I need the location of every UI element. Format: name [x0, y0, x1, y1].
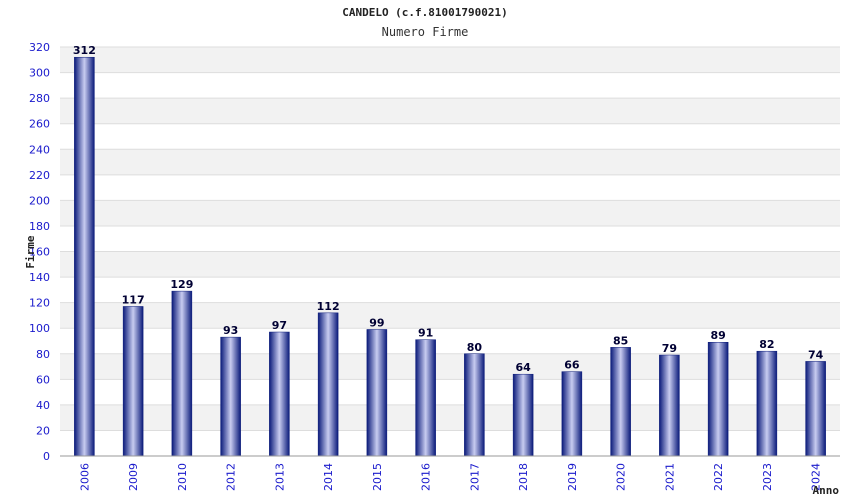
grid-bands — [60, 47, 840, 431]
y-tick-label: 180 — [29, 220, 50, 233]
x-tick-label: 2021 — [663, 463, 676, 491]
bar-2014 — [317, 312, 339, 457]
x-tick-label: 2019 — [566, 463, 579, 491]
data-label-2013: 97 — [272, 319, 287, 332]
x-tick-label: 2017 — [468, 463, 481, 491]
data-label-2014: 112 — [317, 300, 340, 313]
chart-subtitle: Numero Firme — [381, 25, 469, 39]
x-tick-label: 2015 — [371, 463, 384, 491]
data-label-2010: 129 — [170, 278, 193, 291]
data-label-2012: 93 — [223, 324, 238, 337]
data-label-2018: 64 — [515, 361, 531, 374]
data-label-2017: 80 — [467, 341, 483, 354]
bar-2006 — [74, 56, 95, 457]
grid-band — [60, 251, 840, 278]
grid-band — [60, 47, 840, 73]
data-label-2022: 89 — [710, 329, 725, 342]
y-tick-label: 300 — [29, 67, 50, 80]
y-axis-ticks: 0 20 40 60 80 100 120 140 160 180 200 220 240 260 280 3… — [29, 41, 50, 463]
bar-2015 — [366, 329, 388, 457]
data-label-2006: 312 — [73, 44, 96, 57]
y-tick-label: 280 — [29, 92, 50, 105]
y-tick-label: 140 — [29, 271, 50, 284]
y-tick-label: 160 — [29, 246, 50, 259]
data-label-2023: 82 — [759, 338, 774, 351]
data-label-2015: 99 — [369, 316, 384, 329]
bar-2019 — [561, 371, 583, 457]
data-label-2024: 74 — [808, 348, 824, 361]
grid-band — [60, 200, 840, 226]
y-tick-label: 240 — [29, 143, 50, 156]
y-tick-label: 320 — [29, 41, 50, 54]
y-tick-label: 80 — [36, 348, 50, 361]
bar-2017 — [464, 353, 485, 457]
bar-2009 — [122, 306, 144, 457]
y-tick-label: 200 — [29, 194, 50, 207]
data-label-2016: 91 — [418, 327, 433, 340]
chart-title: CANDELO (c.f.81001790021) — [342, 6, 508, 19]
y-tick-label: 100 — [29, 322, 50, 335]
data-label-2021: 79 — [662, 342, 677, 355]
x-tick-label: 2009 — [127, 463, 140, 491]
data-labels: 312 117 129 93 97 112 99 91 80 64 66 85 79 89 82 74 — [73, 44, 824, 374]
data-label-2019: 66 — [564, 359, 580, 372]
bar-2018 — [512, 373, 534, 457]
x-tick-label: 2016 — [420, 463, 433, 491]
bar-2021 — [659, 354, 680, 457]
grid-band — [60, 98, 840, 124]
x-tick-label: 2024 — [810, 463, 823, 491]
y-tick-label: 20 — [36, 424, 50, 437]
x-tick-label: 2013 — [273, 463, 286, 491]
grid-band — [60, 149, 840, 175]
x-tick-label: 2018 — [517, 463, 530, 491]
data-label-2020: 85 — [613, 334, 628, 347]
x-tick-label: 2023 — [761, 463, 774, 491]
x-tick-label: 2012 — [225, 463, 238, 491]
x-tick-label: 2022 — [712, 463, 725, 491]
y-tick-label: 60 — [36, 373, 50, 386]
x-tick-label: 2010 — [176, 463, 189, 491]
bar-2010 — [171, 290, 193, 457]
bar-2012 — [220, 336, 241, 457]
x-axis-ticks: 2006 2009 2010 2012 2013 2014 2015 2016 2017 2018… — [78, 463, 822, 491]
y-axis-label: Firme — [24, 235, 37, 268]
y-tick-label: 260 — [29, 118, 50, 131]
bar-2020 — [610, 347, 631, 457]
y-tick-label: 0 — [43, 450, 50, 463]
y-tick-label: 120 — [29, 297, 50, 310]
bar-2023 — [756, 350, 778, 457]
x-tick-label: 2006 — [78, 463, 91, 491]
bar-2024 — [805, 361, 826, 457]
y-tick-label: 220 — [29, 169, 50, 182]
bar-2022 — [707, 341, 729, 457]
bar-2013 — [269, 331, 290, 457]
y-tick-label: 40 — [36, 399, 50, 412]
x-tick-label: 2020 — [615, 463, 628, 491]
x-tick-label: 2014 — [322, 463, 335, 491]
bar-2016 — [415, 339, 436, 457]
x-axis-label: Anno — [813, 484, 840, 497]
data-label-2009: 117 — [122, 293, 145, 306]
